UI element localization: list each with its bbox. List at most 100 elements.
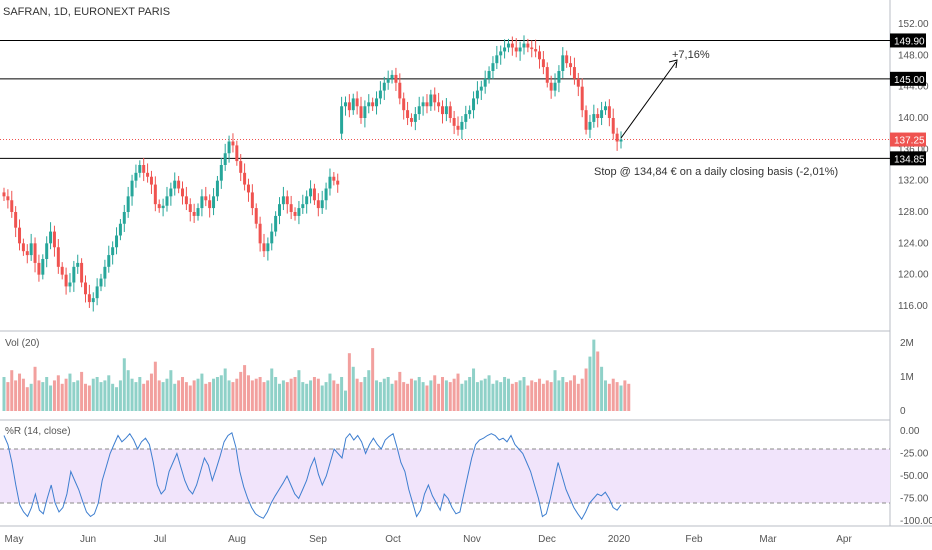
volume-bar	[196, 378, 200, 411]
volume-bar	[343, 390, 347, 411]
price-tick-label: 124.00	[898, 238, 929, 249]
candle-body	[429, 94, 433, 107]
volume-bar	[375, 380, 379, 411]
wr-tick-label: -75.00	[900, 494, 929, 505]
volume-bar	[433, 375, 437, 411]
volume-bar	[14, 380, 18, 411]
volume-bar	[52, 380, 56, 411]
volume-bar	[499, 382, 503, 411]
candle-body	[402, 98, 406, 111]
candle-body	[499, 51, 503, 56]
volume-bar	[561, 377, 565, 411]
volume-bar	[619, 385, 623, 411]
time-tick-label: Oct	[385, 534, 401, 545]
volume-bar	[80, 371, 84, 411]
volume-bar	[10, 370, 14, 411]
candle-body	[386, 78, 390, 83]
wr-overbought-oversold-band	[0, 449, 890, 503]
candle-body	[603, 106, 607, 111]
volume-bar	[115, 387, 119, 411]
volume-bar	[184, 382, 188, 411]
volume-bar	[557, 380, 561, 411]
horizontal-levels[interactable]: 149.90 145.00 134.85 137.25	[0, 33, 926, 166]
volume-bar	[584, 368, 588, 411]
time-tick-label: Mar	[759, 534, 777, 545]
candle-body	[538, 51, 542, 60]
candle-body	[138, 165, 142, 173]
candle-body	[588, 121, 592, 130]
candle-body	[413, 114, 417, 122]
volume-bar	[580, 378, 584, 411]
candle-body	[118, 223, 122, 236]
candle-body	[68, 282, 72, 287]
wr-axis: 0.00 -25.00 -50.00 -75.00 -100.00	[900, 426, 932, 527]
candle-body	[72, 266, 76, 283]
volume-bar	[118, 380, 122, 411]
volume-bar	[41, 382, 45, 411]
candle-body	[514, 47, 518, 52]
wr-tick-label: -25.00	[900, 449, 929, 460]
price-tick-label: 120.00	[898, 270, 929, 281]
candle-body	[173, 180, 177, 189]
volume-bar	[76, 380, 80, 411]
candle-body	[464, 114, 468, 122]
candle-body	[305, 196, 309, 205]
time-tick-label: May	[5, 534, 24, 545]
volume-bar	[103, 380, 107, 411]
volume-bar	[359, 382, 363, 411]
projection-arrow-line[interactable]	[620, 61, 677, 139]
volume-bar	[87, 385, 91, 411]
candle-body	[188, 204, 192, 212]
volume-bar	[538, 378, 542, 411]
volume-bar	[336, 383, 340, 411]
volume-bar	[134, 382, 138, 411]
volume-bar	[572, 375, 576, 411]
candle-body	[541, 59, 545, 68]
candle-body	[592, 114, 596, 122]
candle-body	[596, 114, 600, 118]
volume-bar	[6, 382, 10, 411]
volume-bar	[45, 377, 49, 411]
volume-bar	[444, 380, 448, 411]
candle-body	[506, 43, 510, 48]
candle-body	[611, 118, 615, 134]
volume-bar	[215, 377, 219, 411]
price-tick-label: 140.00	[898, 113, 929, 124]
volume-bar	[596, 351, 600, 411]
volume-bar	[212, 378, 216, 411]
candle-body	[91, 298, 95, 303]
volume-bar	[99, 382, 103, 411]
volume-bar	[394, 380, 398, 411]
candle-body	[169, 188, 173, 197]
volume-bar	[49, 385, 53, 411]
candle-body	[103, 266, 107, 279]
price-tick-label: 136.00	[898, 144, 929, 155]
time-tick-label: Apr	[836, 534, 852, 545]
candle-body	[409, 118, 413, 122]
volume-bar	[301, 382, 305, 411]
candle-body	[239, 161, 243, 173]
candle-body	[111, 247, 115, 256]
volume-bar	[541, 383, 545, 411]
volume-bar	[506, 378, 510, 411]
candle-body	[215, 180, 219, 197]
volume-bar	[262, 382, 266, 411]
candle-body	[52, 231, 56, 248]
candle-body	[99, 278, 103, 287]
volume-bar	[281, 380, 285, 411]
candle-body	[479, 86, 483, 91]
level-price-tag	[890, 33, 926, 48]
volume-bar	[37, 380, 41, 411]
volume-pane-title: Vol (20)	[5, 338, 39, 349]
volume-bar	[204, 383, 208, 411]
candle-body	[45, 243, 49, 259]
volume-bar	[29, 383, 33, 411]
volume-bar	[472, 368, 476, 411]
candle-body	[281, 196, 285, 205]
chart-title: SAFRAN, 1D, EURONEXT PARIS	[3, 6, 170, 18]
candle-body	[274, 215, 278, 232]
candle-body	[289, 204, 293, 212]
candle-body	[324, 188, 328, 201]
candle-body	[37, 262, 41, 275]
